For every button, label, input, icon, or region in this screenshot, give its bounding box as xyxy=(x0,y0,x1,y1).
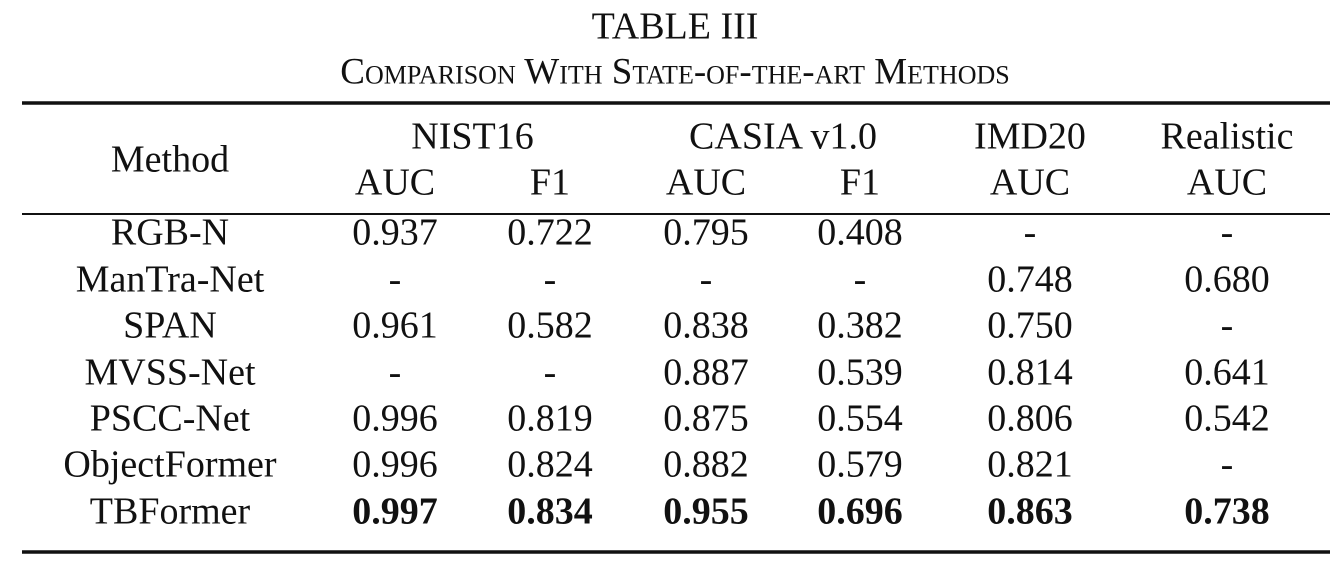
value-cell: 0.542 xyxy=(1184,398,1270,440)
value-cell: 0.887 xyxy=(663,352,749,394)
table-subtitle: Comparison With State-of-the-art Methods xyxy=(340,51,1009,92)
value-cell: 0.996 xyxy=(352,398,438,440)
value-cell: - xyxy=(700,259,713,301)
value-cell: 0.722 xyxy=(507,212,593,254)
value-cell: 0.680 xyxy=(1184,259,1270,301)
dataset-header: Realistic xyxy=(1161,116,1294,158)
value-cell: 0.838 xyxy=(663,305,749,347)
method-cell: PSCC-Net xyxy=(90,398,251,440)
value-cell: 0.821 xyxy=(987,444,1073,486)
value-cell: - xyxy=(1221,444,1234,486)
method-cell: MVSS-Net xyxy=(84,352,255,394)
value-cell: 0.579 xyxy=(817,444,903,486)
value-cell: - xyxy=(544,352,557,394)
value-cell: 0.834 xyxy=(507,491,593,533)
value-cell: - xyxy=(544,259,557,301)
table-title: TABLE III xyxy=(592,6,759,48)
value-cell: 0.696 xyxy=(817,491,903,533)
value-cell: 0.795 xyxy=(663,212,749,254)
dataset-header: IMD20 xyxy=(974,116,1086,158)
value-cell: - xyxy=(389,352,402,394)
value-cell: 0.641 xyxy=(1184,352,1270,394)
value-cell: 0.875 xyxy=(663,398,749,440)
value-cell: - xyxy=(854,259,867,301)
method-header: Method xyxy=(111,139,229,181)
value-cell: 0.814 xyxy=(987,352,1073,394)
method-cell: TBFormer xyxy=(90,491,251,533)
value-cell: 0.955 xyxy=(663,491,749,533)
value-cell: 0.382 xyxy=(817,305,903,347)
metric-header: AUC xyxy=(355,162,435,204)
value-cell: 0.806 xyxy=(987,398,1073,440)
metric-header: F1 xyxy=(530,162,570,204)
value-cell: 0.582 xyxy=(507,305,593,347)
value-cell: 0.824 xyxy=(507,444,593,486)
method-cell: ObjectFormer xyxy=(63,444,277,486)
metric-header: AUC xyxy=(666,162,746,204)
value-cell: 0.750 xyxy=(987,305,1073,347)
dataset-header: NIST16 xyxy=(411,116,533,158)
value-cell: - xyxy=(1221,305,1234,347)
value-cell: 0.961 xyxy=(352,305,438,347)
value-cell: - xyxy=(1221,212,1234,254)
metric-header: F1 xyxy=(840,162,880,204)
value-cell: 0.997 xyxy=(352,491,438,533)
method-cell: SPAN xyxy=(123,305,217,347)
method-cell: ManTra-Net xyxy=(76,259,265,301)
value-cell: 0.996 xyxy=(352,444,438,486)
method-cell: RGB-N xyxy=(111,212,229,254)
value-cell: 0.554 xyxy=(817,398,903,440)
value-cell: 0.819 xyxy=(507,398,593,440)
value-cell: 0.882 xyxy=(663,444,749,486)
value-cell: 0.863 xyxy=(987,491,1073,533)
metric-header: AUC xyxy=(990,162,1070,204)
value-cell: 0.539 xyxy=(817,352,903,394)
value-cell: 0.937 xyxy=(352,212,438,254)
value-cell: - xyxy=(1024,212,1037,254)
value-cell: - xyxy=(389,259,402,301)
metric-header: AUC xyxy=(1187,162,1267,204)
value-cell: 0.738 xyxy=(1184,491,1270,533)
dataset-header: CASIA v1.0 xyxy=(689,116,877,158)
value-cell: 0.748 xyxy=(987,259,1073,301)
value-cell: 0.408 xyxy=(817,212,903,254)
